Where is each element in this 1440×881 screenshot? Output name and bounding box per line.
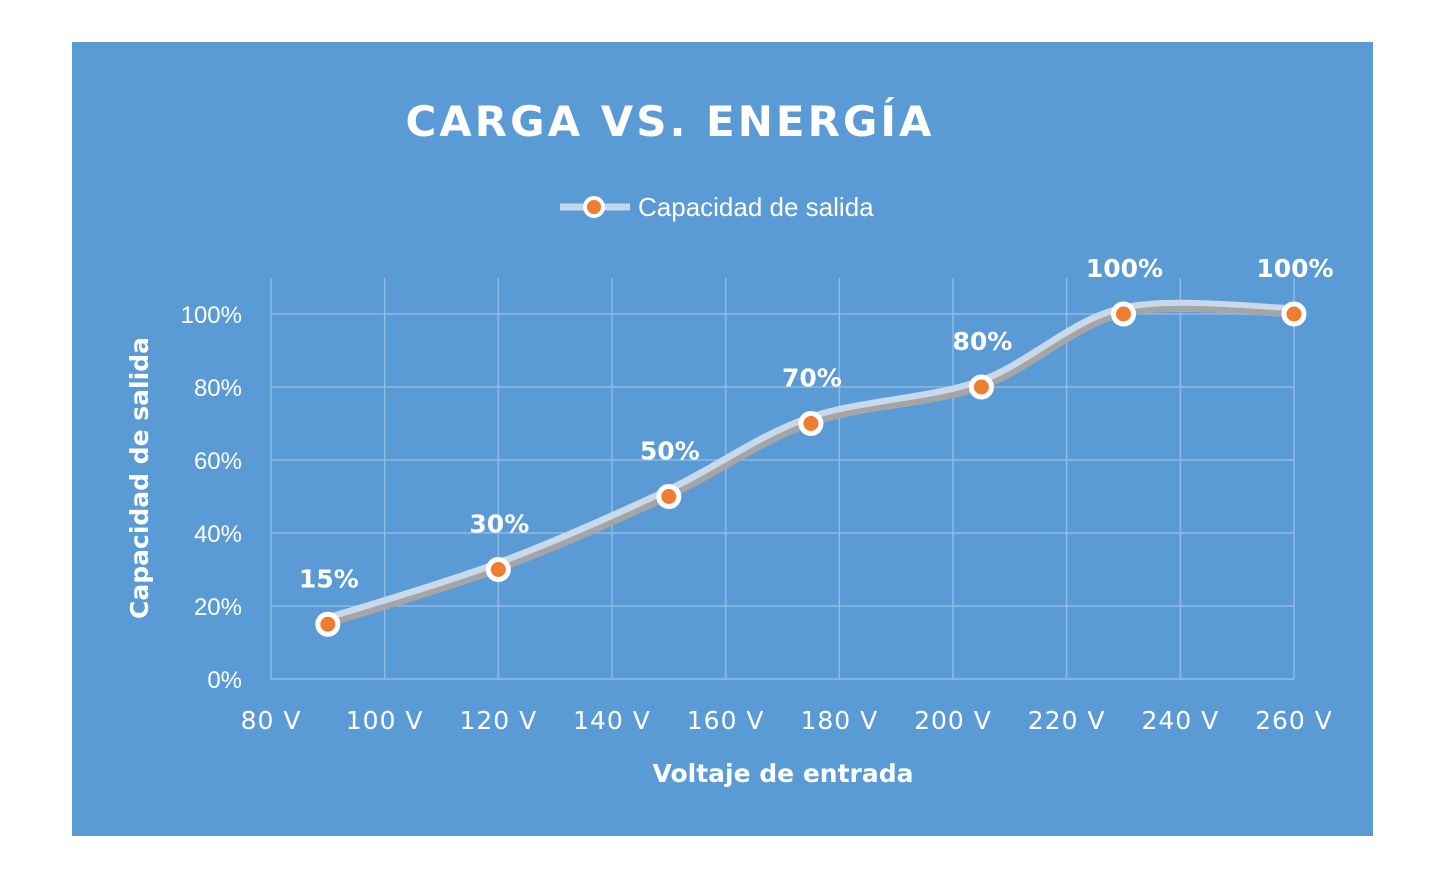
x-tick-label: 80 V — [241, 706, 302, 735]
x-tick-label: 220 V — [1028, 706, 1106, 735]
x-tick-label: 180 V — [800, 706, 878, 735]
grid — [270, 278, 1295, 680]
series-capacidad — [315, 299, 1307, 637]
chart-panel — [72, 42, 1373, 836]
data-point — [1281, 301, 1307, 327]
series-line-glow — [319, 299, 1298, 628]
y-tick-label: 40% — [194, 521, 242, 548]
x-tick-label: 140 V — [573, 706, 651, 735]
x-tick-label: 200 V — [914, 706, 992, 735]
data-label: 70% — [782, 364, 842, 393]
x-tick-label: 120 V — [459, 706, 537, 735]
data-label: 80% — [952, 327, 1012, 356]
y-axis-ticks: 0% 20% 40% 60% 80% 100% — [181, 302, 242, 694]
data-label: 100% — [1256, 254, 1333, 283]
data-point — [968, 374, 994, 400]
x-tick-label: 260 V — [1255, 706, 1333, 735]
x-axis-ticks: 80 V 100 V 120 V 140 V 160 V 180 V 200 V 220 V 2… — [241, 706, 1333, 735]
data-labels: 15% 30% 50% 70% 80% 100% 100% — [299, 254, 1334, 593]
data-label: 30% — [469, 510, 529, 539]
y-axis-label: Capacidad de salida — [125, 337, 154, 619]
y-tick-label: 20% — [194, 594, 242, 621]
x-axis-label: Voltaje de entrada — [653, 759, 914, 788]
x-tick-label: 160 V — [687, 706, 765, 735]
y-tick-label: 0% — [207, 667, 242, 694]
x-tick-label: 100 V — [346, 706, 424, 735]
legend-label: Capacidad de salida — [638, 192, 874, 222]
data-label: 15% — [299, 564, 359, 593]
legend-marker — [583, 196, 605, 218]
data-point — [656, 484, 682, 509]
data-label: 100% — [1086, 254, 1163, 283]
y-tick-label: 80% — [194, 375, 242, 402]
x-tick-label: 240 V — [1141, 706, 1219, 735]
data-point — [315, 611, 341, 637]
data-point — [485, 557, 511, 582]
data-point — [1111, 301, 1136, 327]
y-tick-label: 60% — [194, 448, 242, 475]
y-tick-label: 100% — [181, 302, 242, 329]
series-line — [324, 305, 1297, 628]
data-label: 50% — [640, 437, 700, 466]
data-point — [798, 411, 824, 436]
chart-title: CARGA VS. ENERGÍA — [405, 96, 934, 146]
legend: Capacidad de salida — [560, 192, 874, 222]
